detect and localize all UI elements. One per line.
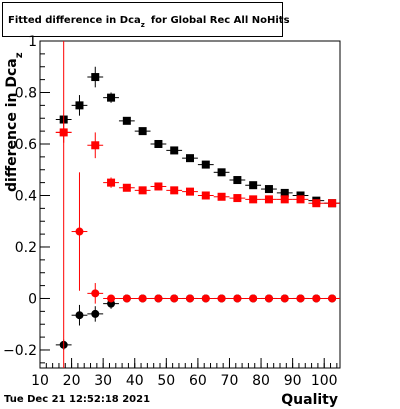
square-point (233, 194, 242, 203)
square-point (170, 186, 179, 195)
square-point (217, 168, 226, 177)
square-point (328, 199, 337, 208)
y-axis-label-subscript: z (14, 52, 25, 58)
y-tick-label: 0 (28, 291, 37, 307)
circle-point (328, 294, 337, 303)
x-tick-label: 20 (63, 373, 81, 389)
plot-frame (39, 40, 341, 369)
square-point (170, 146, 179, 155)
circle-point (186, 294, 194, 303)
square-point (280, 188, 289, 197)
timestamp: Tue Dec 21 12:52:18 2021 (4, 394, 151, 405)
square-point (249, 181, 258, 190)
circle-point (170, 294, 179, 303)
y-axis-label: difference in Dcaz (4, 52, 25, 192)
square-point (264, 185, 273, 194)
x-tick-label: 40 (126, 373, 144, 389)
square-point (138, 186, 147, 195)
y-tick-label: 0.2 (15, 240, 37, 256)
circle-point (217, 294, 226, 303)
square-point (75, 101, 84, 110)
square-point (122, 116, 131, 125)
square-point (122, 183, 131, 192)
y-tick-label: 0.4 (15, 188, 37, 204)
square-point (138, 127, 147, 136)
data-marks (55, 41, 340, 368)
circle-point (107, 294, 116, 303)
square-point (249, 195, 258, 204)
x-tick-label: 50 (157, 373, 175, 389)
square-point (264, 195, 273, 204)
chart-title-subscript: z (141, 21, 145, 29)
circle-point (91, 309, 100, 318)
y-tick-label: 1 (28, 34, 37, 50)
square-point (91, 141, 100, 150)
chart-title: Fitted difference in Dcaz for Global Rec … (8, 15, 290, 29)
circle-point (249, 294, 258, 303)
circle-point (91, 289, 100, 298)
square-point (186, 187, 194, 196)
circle-point (154, 294, 163, 303)
square-point (233, 176, 242, 185)
major-ticks (39, 40, 325, 368)
square-point (107, 93, 116, 102)
circle-point (280, 294, 289, 303)
y-tick-label: 0.6 (15, 137, 37, 153)
circle-point (264, 294, 273, 303)
square-point (296, 195, 305, 204)
circle-point (138, 294, 147, 303)
square-point (154, 139, 163, 148)
x-tick-label: 10 (31, 373, 49, 389)
circle-point (122, 294, 131, 303)
x-axis-label: Quality (281, 392, 338, 408)
chart-title-rest: for Global Rec All NoHits (151, 15, 290, 26)
circle-point (296, 294, 305, 303)
circle-point (312, 294, 321, 303)
square-point (201, 160, 210, 169)
tick-labels: 10 20 30 40 50 60 70 80 90 100 −0.2 0 0.2 0.4 0.6 0.8 1 (3, 34, 338, 389)
square-point (91, 73, 100, 82)
chart-title-main: Fitted difference in Dca (8, 15, 141, 26)
square-point (186, 154, 194, 163)
circle-point (233, 294, 242, 303)
x-tick-label: 90 (284, 373, 302, 389)
chart-title-box (2, 2, 283, 37)
x-tick-label: 60 (189, 373, 207, 389)
circle-point (59, 128, 68, 137)
y-tick-label: −0.2 (3, 343, 37, 359)
square-point (201, 191, 210, 200)
x-tick-label: 30 (94, 373, 112, 389)
circle-point (201, 294, 210, 303)
y-axis-label-main: difference in Dca (4, 58, 20, 192)
circle-point (75, 227, 84, 236)
circle-point (75, 311, 84, 320)
x-tick-label: 100 (311, 373, 338, 389)
square-point (312, 199, 321, 208)
x-tick-label: 80 (252, 373, 270, 389)
square-point (217, 192, 226, 201)
square-point (154, 182, 163, 191)
square-point (280, 195, 289, 204)
square-point (107, 178, 116, 187)
x-tick-label: 70 (221, 373, 239, 389)
y-tick-label: 0.8 (15, 85, 37, 101)
minor-ticks (39, 40, 338, 368)
